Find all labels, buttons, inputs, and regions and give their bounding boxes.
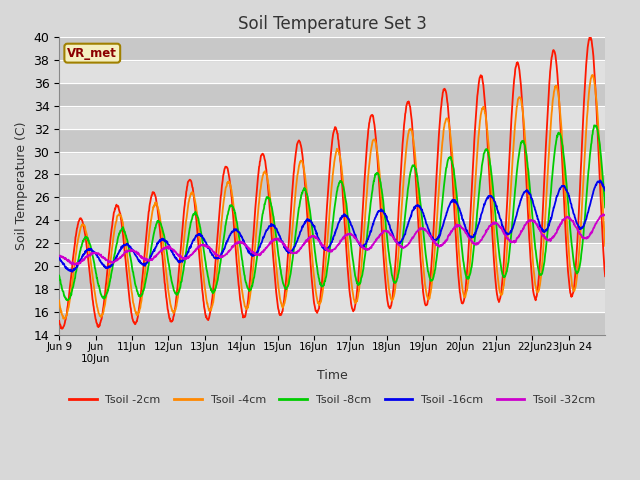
Text: VR_met: VR_met — [67, 47, 117, 60]
Bar — [59, 152, 605, 175]
Bar — [59, 197, 605, 220]
Bar — [59, 175, 605, 197]
Bar — [59, 220, 605, 243]
Bar — [59, 289, 605, 312]
Bar — [59, 37, 605, 60]
Bar — [59, 243, 605, 266]
Bar — [59, 129, 605, 152]
Y-axis label: Soil Temperature (C): Soil Temperature (C) — [15, 121, 28, 250]
Bar — [59, 60, 605, 83]
Bar — [59, 83, 605, 106]
Bar — [59, 106, 605, 129]
Bar — [59, 312, 605, 335]
Legend: Tsoil -2cm, Tsoil -4cm, Tsoil -8cm, Tsoil -16cm, Tsoil -32cm: Tsoil -2cm, Tsoil -4cm, Tsoil -8cm, Tsoi… — [64, 391, 600, 409]
Bar — [59, 266, 605, 289]
Title: Soil Temperature Set 3: Soil Temperature Set 3 — [237, 15, 427, 33]
X-axis label: Time: Time — [317, 369, 348, 382]
